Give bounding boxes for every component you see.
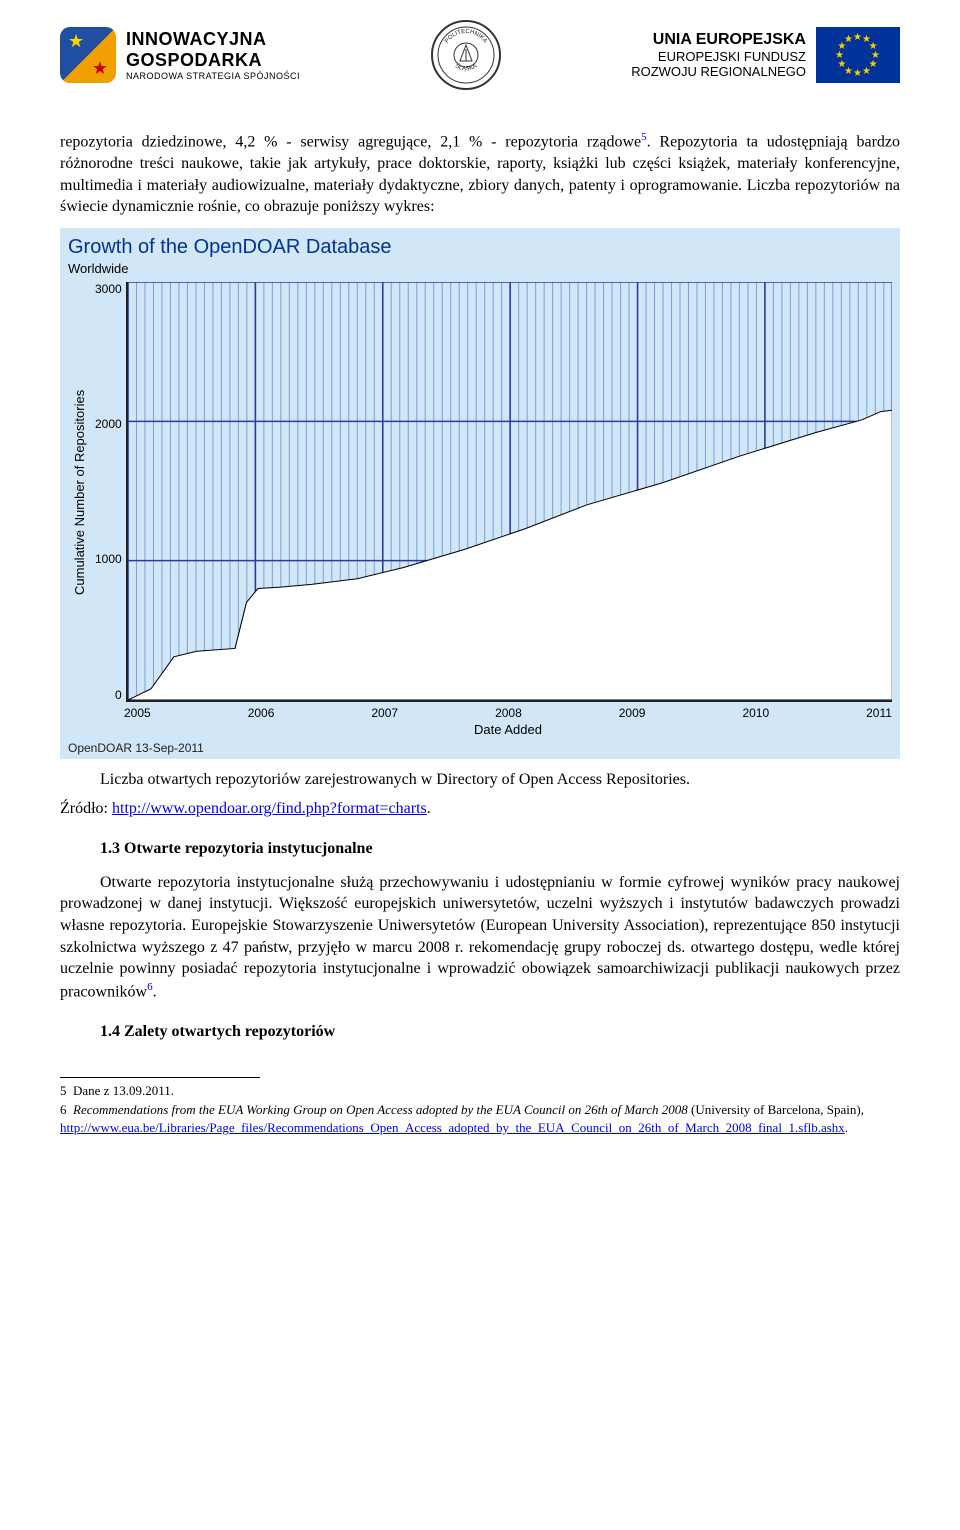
- section-1-3-text-b: .: [153, 983, 157, 1000]
- eu-flag-icon: ★★★★★★★★★★★★: [816, 27, 900, 83]
- chart-xticks: 2005 2006 2007 2008 2009 2010 2011: [124, 702, 892, 720]
- ytick: 2000: [95, 417, 122, 431]
- footnote-5: 5 Dane z 13.09.2011.: [60, 1082, 900, 1100]
- xtick: 2008: [495, 706, 522, 720]
- chart-caption: Liczba otwartych repozytoriów zarejestro…: [60, 769, 900, 820]
- eu-star-icon: ★: [844, 34, 853, 45]
- xtick: 2007: [371, 706, 398, 720]
- chart-footer: OpenDOAR 13-Sep-2011: [68, 741, 892, 755]
- ig-line2: GOSPODARKA: [126, 50, 300, 71]
- footnote-5-num: 5: [60, 1083, 67, 1098]
- footnote-6-link[interactable]: http://www.eua.be/Libraries/Page_files/R…: [60, 1120, 845, 1135]
- chart-title: Growth of the OpenDOAR Database: [68, 236, 892, 259]
- footnote-6-italic: Recommendations from the EUA Working Gro…: [73, 1102, 688, 1117]
- caption-src-link[interactable]: http://www.opendoar.org/find.php?format=…: [112, 800, 427, 817]
- section-1-3-body: Otwarte repozytoria instytucjonalne służ…: [60, 872, 900, 1003]
- opendoar-growth-chart: Growth of the OpenDOAR Database Worldwid…: [60, 228, 900, 759]
- xtick: 2005: [124, 706, 151, 720]
- logo-innowacyjna-gospodarka: INNOWACYJNA GOSPODARKA NARODOWA STRATEGI…: [60, 27, 300, 83]
- caption-source: Źródło: http://www.opendoar.org/find.php…: [60, 798, 900, 820]
- caption-src-label: Źródło:: [60, 800, 112, 817]
- footnote-5-text: Dane z 13.09.2011.: [73, 1083, 174, 1098]
- chart-ylabel: Cumulative Number of Repositories: [68, 282, 91, 702]
- eu-line3: ROZWOJU REGIONALNEGO: [631, 64, 806, 79]
- ig-line3: NARODOWA STRATEGIA SPÓJNOŚCI: [126, 71, 300, 81]
- section-1-4-heading: 1.4 Zalety otwartych repozytoriów: [100, 1023, 900, 1041]
- seal-icon: POLITECHNIKA ŚLĄSKA: [436, 25, 496, 85]
- xtick: 2010: [742, 706, 769, 720]
- xtick: 2006: [248, 706, 275, 720]
- xtick: 2011: [866, 706, 892, 720]
- eu-star-icon: ★: [853, 32, 862, 43]
- chart-xlabel: Date Added: [124, 722, 892, 737]
- section-1-3-text: Otwarte repozytoria instytucjonalne służ…: [60, 874, 900, 1000]
- logo-eu-block: UNIA EUROPEJSKA EUROPEJSKI FUNDUSZ ROZWO…: [631, 27, 900, 83]
- intro-paragraph: repozytoria dziedzinowe, 4,2 % - serwisy…: [60, 130, 900, 218]
- chart-plot-area: Cumulative Number of Repositories 3000 2…: [68, 282, 892, 702]
- footnote-6-period: .: [845, 1120, 848, 1135]
- caption-src-period: .: [427, 800, 431, 817]
- caption-line1: Liczba otwartych repozytoriów zarejestro…: [60, 769, 900, 791]
- chart-svg: [128, 282, 892, 700]
- ig-stars-icon: [60, 27, 116, 83]
- chart-yticks: 3000 2000 1000 0: [91, 282, 126, 702]
- eu-text: UNIA EUROPEJSKA EUROPEJSKI FUNDUSZ ROZWO…: [631, 31, 806, 79]
- logo-politechnika-seal: POLITECHNIKA ŚLĄSKA: [431, 20, 501, 90]
- intro-text-a: repozytoria dziedzinowe, 4,2 % - serwisy…: [60, 133, 641, 150]
- chart-subtitle: Worldwide: [68, 261, 892, 276]
- ytick: 1000: [95, 552, 122, 566]
- footnote-6: 6 Recommendations from the EUA Working G…: [60, 1101, 900, 1136]
- footnotes: 5 Dane z 13.09.2011. 6 Recommendations f…: [60, 1078, 900, 1137]
- xtick: 2009: [619, 706, 646, 720]
- section-1-3-heading: 1.3 Otwarte repozytoria instytucjonalne: [100, 840, 900, 858]
- eu-line1: UNIA EUROPEJSKA: [631, 31, 806, 49]
- ig-line1: INNOWACYJNA: [126, 29, 300, 50]
- eu-star-icon: ★: [862, 66, 871, 77]
- ytick: 0: [115, 688, 122, 702]
- header-logos: INNOWACYJNA GOSPODARKA NARODOWA STRATEGI…: [60, 20, 900, 90]
- chart-plot: [126, 282, 892, 702]
- ig-text: INNOWACYJNA GOSPODARKA NARODOWA STRATEGI…: [126, 29, 300, 81]
- footnote-6-num: 6: [60, 1102, 67, 1117]
- eu-star-icon: ★: [853, 68, 862, 79]
- chart-xaxis: 2005 2006 2007 2008 2009 2010 2011: [124, 702, 892, 720]
- footnote-6-rest: (University of Barcelona, Spain),: [688, 1102, 864, 1117]
- ytick: 3000: [95, 282, 122, 296]
- eu-line2: EUROPEJSKI FUNDUSZ: [631, 49, 806, 64]
